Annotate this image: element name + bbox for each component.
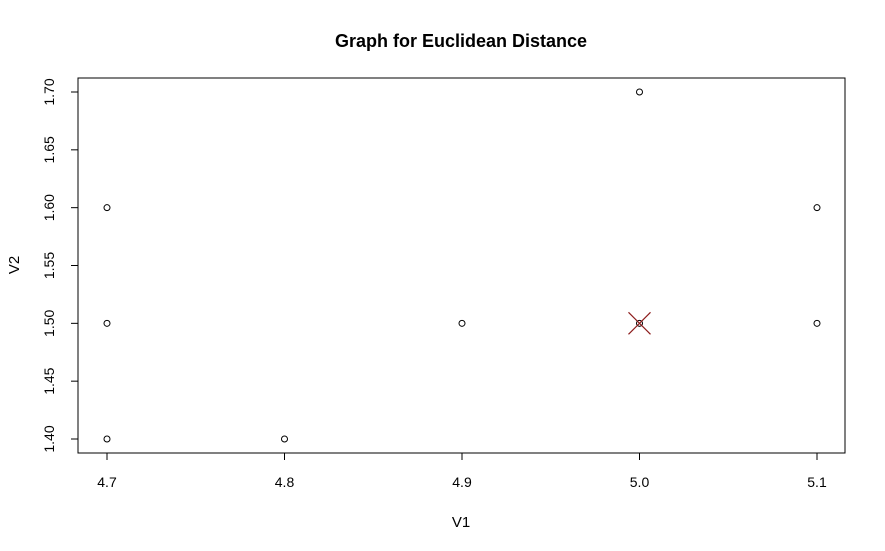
x-tick-label: 5.0 bbox=[630, 474, 650, 490]
y-tick-label: 1.65 bbox=[41, 136, 57, 163]
data-points bbox=[103, 88, 821, 443]
y-tick-label: 1.55 bbox=[41, 252, 57, 279]
x-tick-label: 4.7 bbox=[97, 474, 117, 490]
y-axis: 1.40 1.45 1.50 1.55 1.60 1.65 1.70 bbox=[41, 78, 79, 453]
x-tick-label: 4.8 bbox=[275, 474, 295, 490]
y-tick-label: 1.45 bbox=[41, 367, 57, 394]
data-point bbox=[103, 204, 111, 212]
centroid-cross-marker bbox=[628, 311, 651, 335]
y-tick-label: 1.40 bbox=[41, 425, 57, 452]
plot-frame bbox=[77, 77, 846, 454]
y-axis-label: V2 bbox=[6, 256, 23, 274]
data-point bbox=[636, 319, 643, 327]
x-tick-label: 4.9 bbox=[452, 474, 472, 490]
y-tick-label: 1.60 bbox=[41, 194, 57, 221]
y-tick-label: 1.50 bbox=[41, 309, 57, 336]
x-axis-label: V1 bbox=[452, 514, 470, 531]
data-point bbox=[281, 435, 288, 443]
x-axis: 4.7 4.8 4.9 5.0 5.1 bbox=[97, 452, 827, 490]
data-point bbox=[103, 319, 111, 327]
data-point bbox=[813, 204, 821, 212]
data-point bbox=[813, 319, 821, 327]
data-point bbox=[103, 435, 111, 443]
data-point bbox=[458, 319, 466, 327]
y-tick-label: 1.70 bbox=[41, 78, 57, 105]
x-tick-label: 5.1 bbox=[807, 474, 827, 490]
data-point bbox=[636, 88, 643, 96]
chart-title: Graph for Euclidean Distance bbox=[335, 31, 587, 51]
